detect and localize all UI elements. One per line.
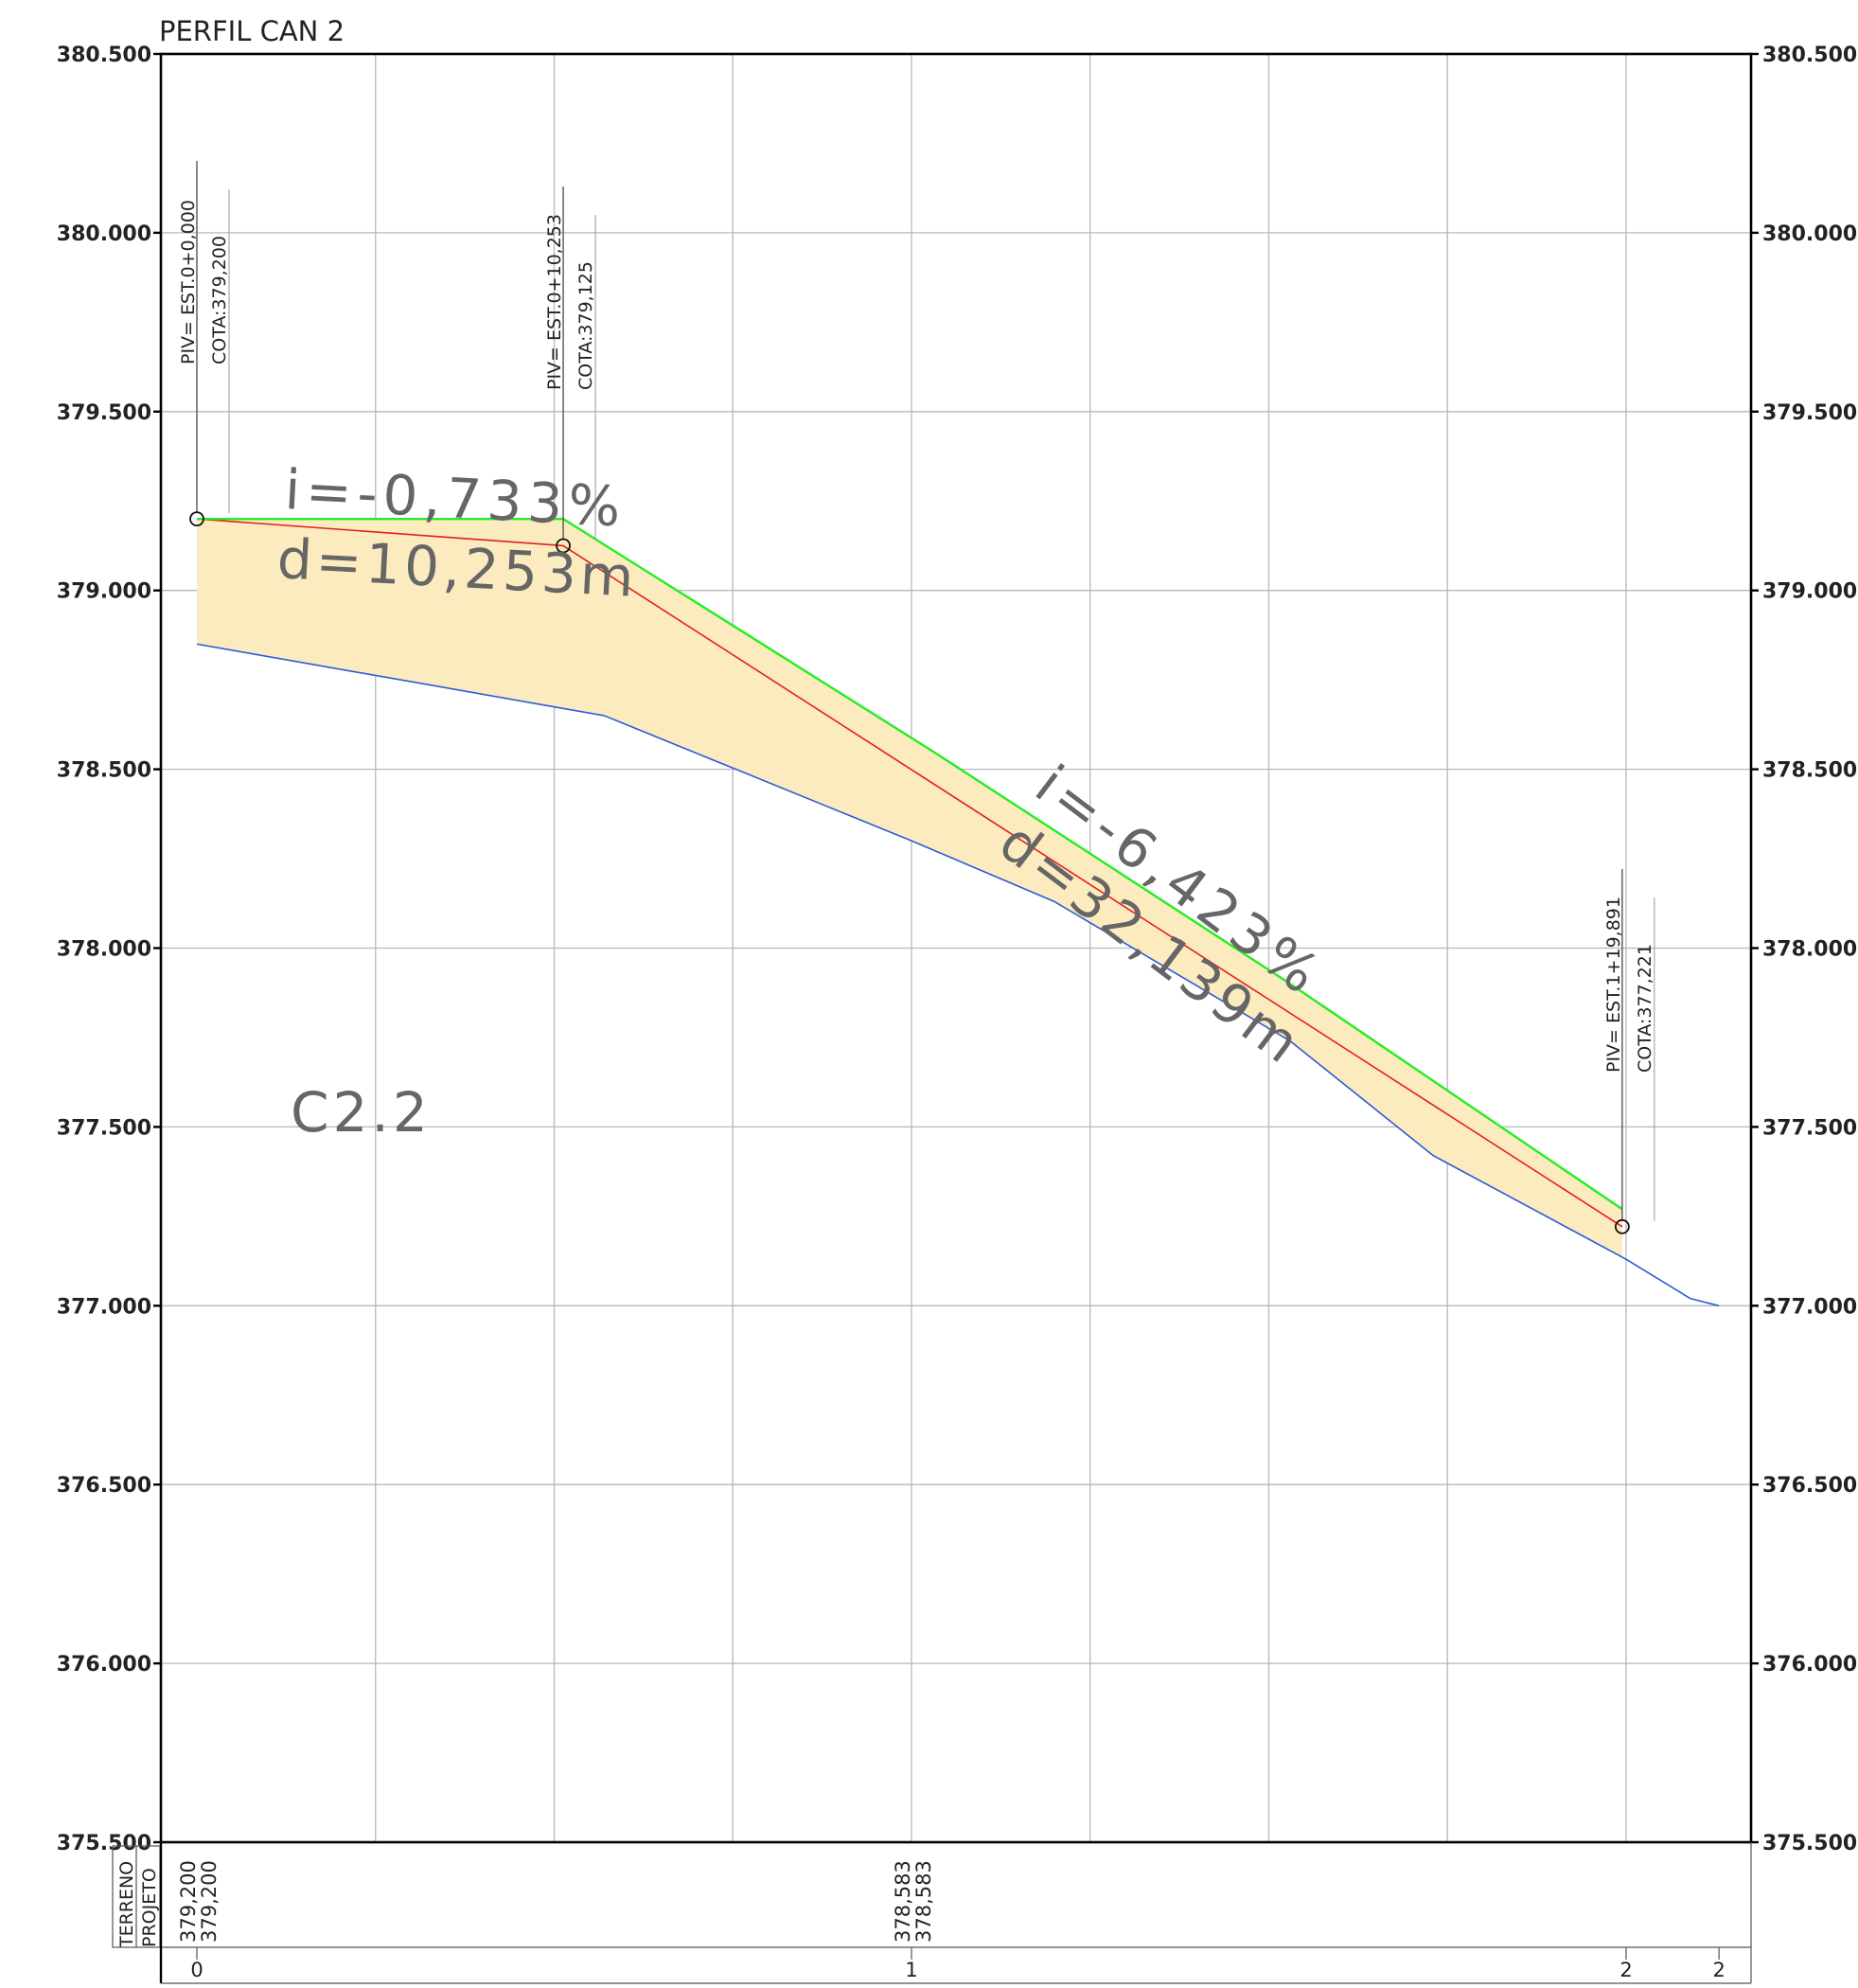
station-label-2: 2	[1619, 1959, 1632, 1981]
y-tick-label-right-5: 378.000	[1762, 938, 1857, 962]
profile-lines	[196, 517, 1720, 1307]
y-tick-label-left-1: 380.000	[57, 222, 151, 246]
y-tick-label-right-7: 377.000	[1762, 1295, 1857, 1319]
terreno-value-1: 378,583	[892, 1860, 914, 1943]
top-line	[197, 517, 1623, 1211]
y-tick-label-left-2: 379.500	[57, 401, 151, 425]
piv-0-marker	[189, 511, 204, 527]
terrain-line	[196, 643, 1720, 1307]
y-tick-label-left-9: 376.000	[57, 1653, 151, 1677]
drawing-title: PERFIL CAN 2	[159, 15, 345, 47]
projeto-value-1: 378,583	[912, 1860, 935, 1943]
y-tick-label-right-1: 380.000	[1762, 222, 1857, 246]
y-tick-label-right-0: 380.500	[1762, 44, 1857, 67]
grid-lines	[160, 53, 1751, 1843]
y-tick-label-left-7: 377.000	[57, 1295, 151, 1319]
y-tick-label-right-8: 376.500	[1762, 1474, 1857, 1498]
piv-2-marker	[1614, 1218, 1630, 1234]
y-tick-label-left-5: 378.000	[57, 938, 151, 962]
y-tick-label-left-4: 378.500	[57, 759, 151, 783]
y-tick-label-left-6: 377.500	[57, 1116, 151, 1140]
piv-0-station-label: PIV= EST.0+0,000	[178, 200, 199, 364]
y-tick-label-right-6: 377.500	[1762, 1116, 1857, 1140]
y-tick-label-left-10: 375.500	[57, 1832, 151, 1855]
station-label-3: 2	[1712, 1959, 1725, 1981]
piv-1-station-label: PIV= EST.0+10,253	[544, 214, 565, 390]
y-axis-ticks: 380.500 380.500 380.000 380.000 379.500 379.5…	[57, 44, 1857, 1855]
y-tick-label-left-8: 376.500	[57, 1474, 151, 1498]
piv-markers: PIV= EST.0+0,000 COTA:379,200 PIV= EST.0+1…	[178, 161, 1655, 1234]
cut-fill-area	[197, 519, 1622, 1257]
projeto-value-0: 379,200	[198, 1860, 221, 1943]
piv-0-elevation-label: COTA:379,200	[209, 236, 230, 364]
section-label: C2.2	[291, 1080, 432, 1145]
cut-fill-polygon	[197, 519, 1622, 1257]
station-label-1: 1	[905, 1959, 917, 1981]
piv-1-elevation-label: COTA:379,125	[575, 261, 596, 390]
y-tick-label-right-10: 375.500	[1762, 1832, 1857, 1855]
piv-1-marker	[556, 538, 571, 554]
row-label-projeto: PROJETO	[139, 1868, 160, 1947]
terreno-value-0: 379,200	[177, 1860, 200, 1943]
y-tick-label-right-3: 379.000	[1762, 580, 1857, 604]
piv-2-elevation-label: COTA:377,221	[1635, 944, 1655, 1073]
piv-2-station-label: PIV= EST.1+19,891	[1603, 896, 1624, 1073]
y-tick-label-right-4: 378.500	[1762, 759, 1857, 783]
y-tick-label-right-2: 379.500	[1762, 401, 1857, 425]
y-tick-label-left-3: 379.000	[57, 580, 151, 604]
station-label-0: 0	[190, 1959, 203, 1981]
row-label-terreno: TERRENO	[116, 1861, 137, 1948]
y-tick-label-left-0: 380.500	[57, 44, 151, 67]
project-line	[196, 518, 1623, 1228]
y-tick-label-right-9: 376.000	[1762, 1653, 1857, 1677]
